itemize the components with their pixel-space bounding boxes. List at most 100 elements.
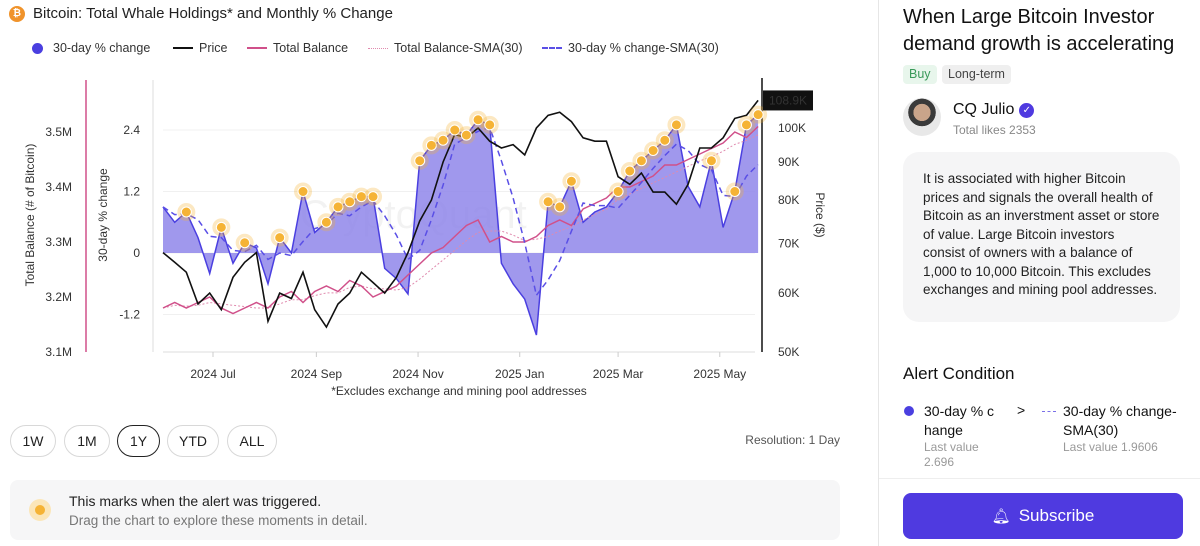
- alert-marker[interactable]: [655, 131, 674, 150]
- bell-icon: 🔔︎: [991, 508, 1011, 525]
- range-button-ytd[interactable]: YTD: [167, 425, 219, 457]
- subscribe-button[interactable]: 🔔︎ Subscribe: [903, 493, 1183, 539]
- price-tick-label: 60K: [778, 286, 799, 300]
- condition-right: 30-day % change-SMA(30): [1063, 403, 1177, 438]
- condition-right-last: Last value 1.9606: [1063, 440, 1158, 454]
- alert-marker[interactable]: [457, 126, 476, 145]
- pct-tick-label: 1.2: [123, 185, 140, 199]
- legend-pct-sma[interactable]: 30-day % change-SMA(30): [542, 41, 719, 55]
- alert-marker[interactable]: [340, 192, 359, 211]
- note-subtitle: Drag the chart to explore these moments …: [69, 513, 368, 528]
- alert-marker[interactable]: [632, 151, 651, 170]
- pct-sma-line: [162, 126, 759, 298]
- legend-label: Price: [199, 41, 228, 55]
- alert-marker[interactable]: [609, 182, 628, 201]
- alert-marker[interactable]: [410, 151, 429, 170]
- last-price-label: 108.9K: [769, 93, 807, 107]
- balance-tick-label: 3.1M: [45, 345, 72, 359]
- x-tick-label: 2025 Jan: [495, 367, 544, 381]
- condition-operator: >: [1017, 402, 1026, 418]
- note-title: This marks when the alert was triggered.: [69, 493, 322, 509]
- alert-marker[interactable]: [434, 131, 453, 150]
- footnote: *Excludes exchange and mining pool addre…: [331, 384, 587, 398]
- x-tick-label: 2024 Sep: [291, 367, 343, 381]
- alert-marker[interactable]: [702, 151, 721, 170]
- legend-label: 30-day % change: [53, 41, 151, 55]
- legend-price[interactable]: Price: [173, 41, 227, 55]
- legend-balance[interactable]: Total Balance: [247, 41, 348, 55]
- alert-marker-icon: [29, 499, 51, 521]
- dashed-line-icon: [542, 47, 562, 49]
- alert-marker[interactable]: [749, 105, 768, 124]
- alert-marker[interactable]: [620, 162, 639, 180]
- avatar[interactable]: [903, 98, 941, 136]
- legend-pct[interactable]: 30-day % change: [32, 41, 150, 55]
- alert-marker[interactable]: [364, 187, 383, 206]
- alert-marker[interactable]: [550, 197, 569, 216]
- range-button-1w[interactable]: 1W: [10, 425, 56, 457]
- condition-left-last: Last value 2.696: [924, 440, 979, 469]
- balance-tick-label: 3.5M: [45, 125, 72, 139]
- price-tick-label: 100K: [778, 121, 806, 135]
- tag-long-term: Long-term: [942, 65, 1011, 84]
- alert-marker[interactable]: [422, 136, 441, 155]
- author[interactable]: CQ Julio ✓: [953, 101, 1035, 119]
- x-tick-label: 2024 Nov: [392, 367, 443, 381]
- legend-label: 30-day % change-SMA(30): [568, 41, 719, 55]
- alert-condition-heading: Alert Condition: [903, 364, 1015, 383]
- alert-marker[interactable]: [445, 121, 464, 139]
- description: It is associated with higher Bitcoin pri…: [903, 152, 1180, 322]
- alert-marker[interactable]: [352, 187, 371, 206]
- balance-axis-title: Total Balance (# of Bitcoin): [23, 144, 37, 287]
- chart-plot[interactable]: CryptoQuant3.1M3.2M3.3M3.4M3.5M-1.201.22…: [0, 0, 860, 400]
- balance-sma-line: [162, 134, 759, 309]
- alert-title: When Large Bitcoin Investor demand growt…: [903, 6, 1175, 55]
- pct-tick-label: 0: [133, 246, 140, 260]
- author-likes: Total likes 2353: [953, 123, 1036, 137]
- price-tick-label: 50K: [778, 345, 799, 359]
- alert-marker[interactable]: [562, 172, 581, 191]
- condition-left: 30-day % c hange: [924, 403, 995, 438]
- pct-tick-label: 2.4: [123, 123, 140, 137]
- x-tick-label: 2024 Jul: [190, 367, 235, 381]
- subscribe-label: Subscribe: [1018, 506, 1095, 525]
- dashed-line-icon: [1042, 411, 1056, 412]
- alert-marker[interactable]: [725, 182, 744, 201]
- price-axis-title: Price ($): [813, 192, 827, 237]
- author-name: CQ Julio: [953, 101, 1015, 118]
- alert-marker[interactable]: [212, 218, 231, 237]
- dot-icon: [32, 42, 43, 54]
- alert-marker[interactable]: [235, 233, 254, 252]
- alert-marker[interactable]: [667, 115, 686, 134]
- alert-marker[interactable]: [737, 115, 756, 134]
- alert-marker[interactable]: [294, 182, 313, 201]
- balance-tick-label: 3.4M: [45, 180, 72, 194]
- alert-marker[interactable]: [177, 203, 196, 221]
- range-button-all[interactable]: ALL: [227, 425, 277, 457]
- total-balance-line: [162, 125, 759, 315]
- price-tick-label: 90K: [778, 155, 799, 169]
- x-tick-label: 2025 Mar: [593, 367, 644, 381]
- range-button-1m[interactable]: 1M: [64, 425, 110, 457]
- divider: [879, 478, 1200, 479]
- dotted-line-icon: [368, 47, 388, 49]
- alert-marker[interactable]: [539, 192, 558, 211]
- alert-marker[interactable]: [329, 197, 348, 216]
- pct-change-area: [163, 114, 759, 335]
- alert-marker[interactable]: [644, 141, 663, 160]
- price-tick-label: 80K: [778, 193, 799, 207]
- legend-balance-sma[interactable]: Total Balance-SMA(30): [368, 41, 523, 55]
- range-button-1y[interactable]: 1Y: [117, 425, 160, 457]
- tag-buy: Buy: [903, 65, 937, 84]
- alert-marker[interactable]: [270, 228, 289, 247]
- chart-title: Bitcoin: Total Whale Holdings* and Month…: [33, 5, 393, 22]
- balance-tick-label: 3.3M: [45, 235, 72, 249]
- panel-divider: [878, 0, 879, 546]
- alert-marker[interactable]: [317, 213, 336, 232]
- line-icon: [173, 47, 193, 49]
- alert-marker[interactable]: [480, 115, 499, 134]
- last-price-badge: [763, 90, 813, 111]
- alert-marker[interactable]: [469, 110, 488, 129]
- pct-tick-label: -1.2: [119, 308, 140, 322]
- price-tick-label: 70K: [778, 236, 799, 250]
